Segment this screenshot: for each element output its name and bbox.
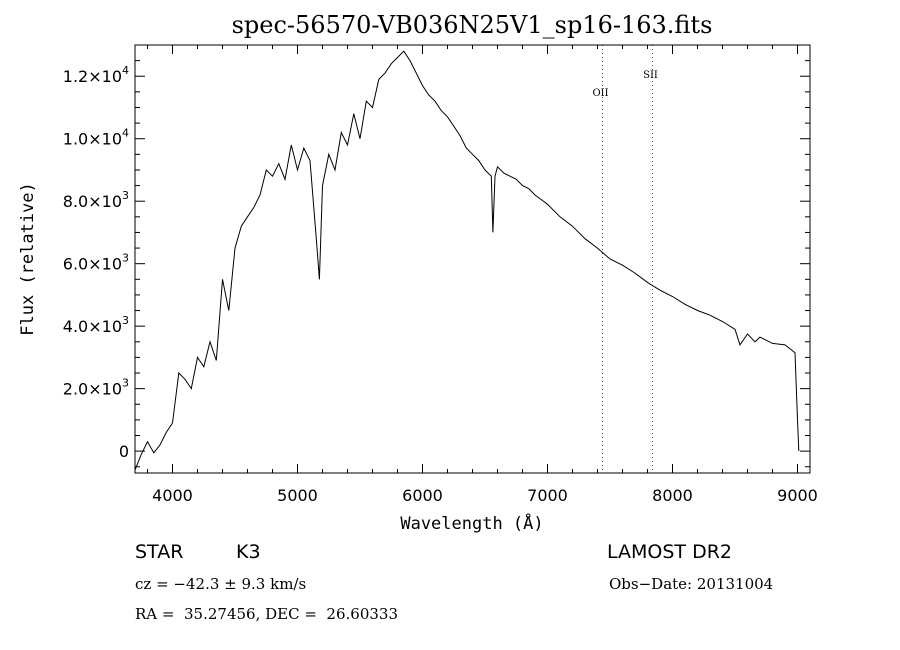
y-tick-label: 0 xyxy=(119,442,129,461)
series-layer xyxy=(134,50,800,471)
annotation-label: OII xyxy=(592,88,608,99)
x-axis-label: Wavelength (Å) xyxy=(400,512,543,534)
y-axis: 0 2.0×103 4.0×103 6.0×103 8.0×103 1.0×104 1.2×… xyxy=(63,44,810,468)
x-tick-label: 7000 xyxy=(527,486,568,505)
y-tick-label: 8.0×103 xyxy=(63,189,129,211)
redshift-cz: cz = −42.3 ± 9.3 km/s xyxy=(135,575,307,593)
survey-label: LAMOST DR2 xyxy=(607,541,732,563)
y-axis-label: Flux (relative) xyxy=(18,182,38,336)
y-tick-label: 1.2×104 xyxy=(63,64,129,86)
line-annotations: OII SII xyxy=(592,45,658,473)
spectrum-line xyxy=(134,50,800,471)
y-tick-label: 1.0×104 xyxy=(63,127,129,149)
y-tick-label: 4.0×103 xyxy=(63,314,129,336)
object-class: STAR xyxy=(135,541,184,563)
x-tick-label: 5000 xyxy=(277,486,318,505)
annotation-label: SII xyxy=(643,70,658,81)
obs-date: Obs−Date: 20131004 xyxy=(609,575,774,593)
chart-title: spec-56570-VB036N25V1_sp16-163.fits xyxy=(232,11,713,39)
coordinates: RA = 35.27456, DEC = 26.60333 xyxy=(135,605,399,623)
y-tick-label: 6.0×103 xyxy=(63,252,129,274)
plot-frame xyxy=(134,44,811,474)
x-tick-label: 6000 xyxy=(402,486,443,505)
x-tick-label: 9000 xyxy=(777,486,818,505)
y-tick-label: 2.0×103 xyxy=(63,377,129,399)
x-axis: 4000 5000 6000 7000 8000 9000 xyxy=(147,45,818,505)
object-subclass: K3 xyxy=(236,541,261,563)
x-tick-label: 4000 xyxy=(152,486,193,505)
x-tick-label: 8000 xyxy=(652,486,693,505)
